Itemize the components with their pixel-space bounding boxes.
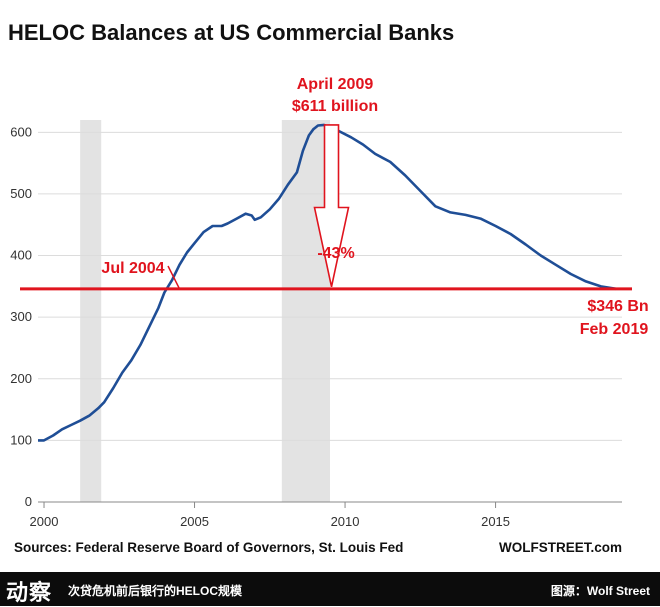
- x-tick-label: 2000: [30, 514, 59, 529]
- series-line: [38, 123, 617, 442]
- source-note: Sources: Federal Reserve Board of Govern…: [14, 540, 404, 555]
- footer-source: 图源：Wolf Street: [550, 584, 650, 598]
- footer-bar: 动察 次贷危机前后银行的HELOC规模 图源：Wolf Street: [0, 572, 660, 606]
- chart-title: HELOC Balances at US Commercial Banks: [8, 20, 455, 45]
- chart-plot: 2000 2005 2010 2015 0 100 200 300 400 500 600 Apr…: [10, 76, 648, 529]
- y-tick-label: 400: [10, 248, 32, 263]
- y-tick-label: 300: [10, 309, 32, 324]
- y-tick-label: 600: [10, 124, 32, 139]
- credit-label: WOLFSTREET.com: [498, 540, 622, 555]
- footer-caption: 次贷危机前后银行的HELOC规模: [68, 584, 243, 598]
- recession-bands: [80, 120, 330, 502]
- annotation-label: Feb 2019: [580, 321, 649, 338]
- x-tick-label: 2010: [331, 514, 360, 529]
- annotations: April 2009 $611 billion Jul 2004 -43% $346 B…: [101, 76, 648, 338]
- annotation-label: -43%: [317, 245, 354, 262]
- y-tick-label: 200: [10, 371, 32, 386]
- y-tick-label: 0: [25, 494, 32, 509]
- x-axis-ticks: 2000 2005 2010 2015: [30, 502, 510, 529]
- x-tick-label: 2015: [481, 514, 510, 529]
- x-tick-label: 2005: [180, 514, 209, 529]
- y-tick-label: 100: [10, 432, 32, 447]
- annotation-label: $611 billion: [292, 98, 378, 115]
- recession-band: [281, 120, 330, 502]
- y-tick-label: 500: [10, 186, 32, 201]
- annotation-label: April 2009: [297, 76, 374, 93]
- annotation-connector: [167, 265, 181, 290]
- annotation-label: $346 Bn: [587, 298, 648, 315]
- recession-band: [80, 120, 102, 502]
- decline-arrow: [313, 124, 350, 287]
- y-axis-ticks: 0 100 200 300 400 500 600: [10, 124, 32, 509]
- annotation-label: Jul 2004: [101, 260, 164, 277]
- footer-logo: 动察: [6, 580, 53, 605]
